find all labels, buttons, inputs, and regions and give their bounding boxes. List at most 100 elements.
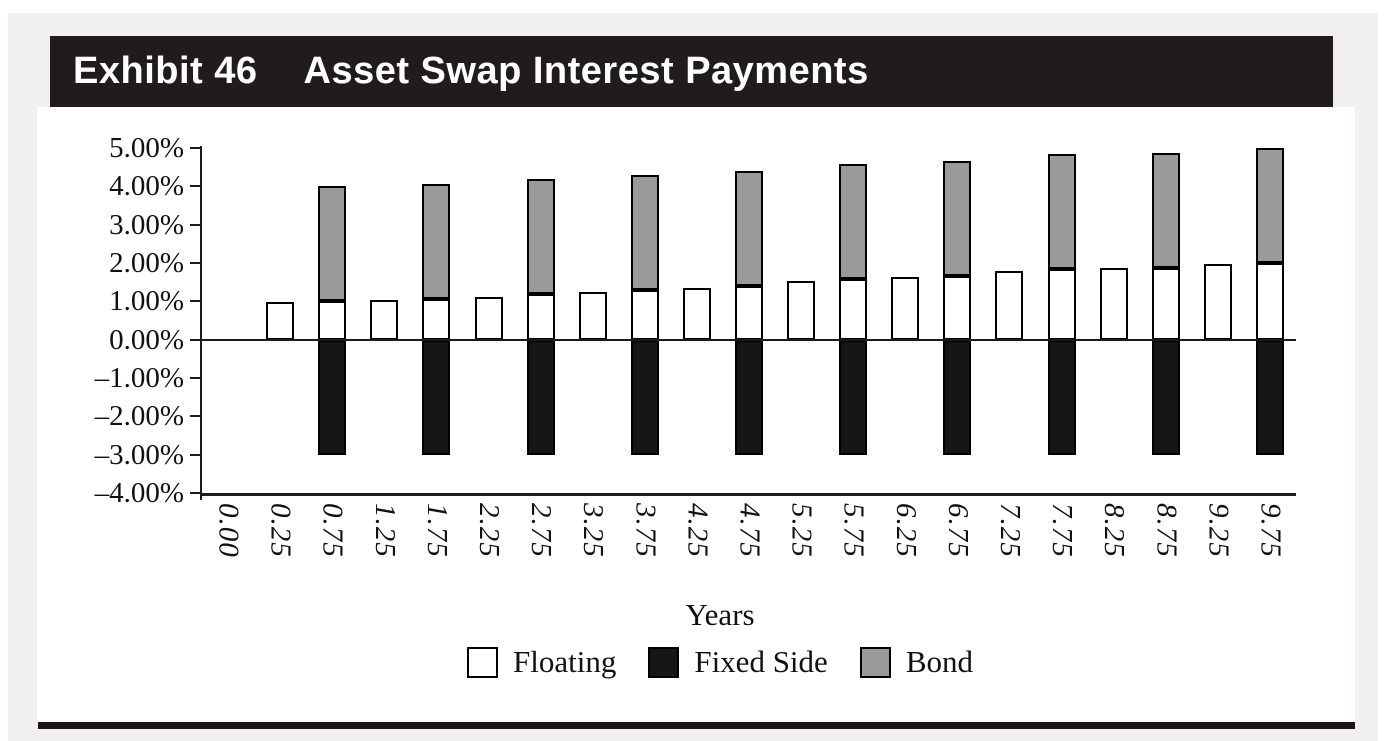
x-axis-tick-label: 5.75 xyxy=(827,503,879,593)
x-axis-tick-label: 7.75 xyxy=(1036,503,1088,593)
bar-bond xyxy=(735,171,763,287)
bar-floating xyxy=(943,276,972,340)
y-axis-tick-label: –2.00% xyxy=(94,400,184,433)
x-axis-tick-label: 4.75 xyxy=(723,503,775,593)
x-axis-tick-label: 8.75 xyxy=(1140,503,1192,593)
x-axis-tick-label-text: 2.25 xyxy=(473,503,506,558)
y-axis-tick-label: –1.00% xyxy=(94,362,184,394)
legend-item-fixed-side: Fixed Side xyxy=(648,644,828,680)
x-axis-tick-label-text: 4.25 xyxy=(681,503,714,558)
legend-label-floating: Floating xyxy=(512,644,617,679)
bar-floating xyxy=(630,290,659,340)
bar-bond xyxy=(943,161,972,277)
bar-fixed-side xyxy=(839,339,868,455)
x-axis-tick-label: 0.25 xyxy=(254,503,306,593)
x-axis-tick-label-text: 3.25 xyxy=(577,503,610,558)
x-axis-tick-label: 2.75 xyxy=(515,503,567,593)
y-axis-tick xyxy=(190,377,202,379)
bar-fixed-side xyxy=(318,339,347,455)
bar-bond xyxy=(1255,148,1284,263)
zero-line xyxy=(202,338,1296,341)
exhibit-title: Asset Swap Interest Payments xyxy=(303,50,869,92)
x-axis-tick-label-text: 8.25 xyxy=(1098,503,1131,558)
bar-floating xyxy=(526,294,555,340)
exhibit-card xyxy=(37,107,1355,722)
x-axis-tick-label: 9.75 xyxy=(1244,503,1296,593)
x-axis-tick-label-text: 5.75 xyxy=(837,503,870,558)
x-axis-tick-label: 6.25 xyxy=(879,503,931,593)
bar-floating xyxy=(891,276,920,340)
exhibit-title-bar: Exhibit 46 Asset Swap Interest Payments xyxy=(50,36,1333,107)
bar-floating xyxy=(1255,263,1284,340)
x-axis-tick-label: 3.75 xyxy=(619,503,671,593)
y-axis xyxy=(200,146,202,500)
x-axis-tick-label: 0.00 xyxy=(202,503,254,593)
plot-area: 5.00% 4.00% 3.00% 2.00% 1.00% 0.00% –1.00% –2.0… xyxy=(95,132,1296,558)
y-axis-tick xyxy=(190,262,202,264)
bar-bond xyxy=(630,175,659,291)
x-axis-tick-label-text: 6.75 xyxy=(941,503,974,558)
bar-floating xyxy=(474,297,503,340)
x-axis-tick-label: 5.25 xyxy=(775,503,827,593)
bar-bond xyxy=(1047,153,1076,269)
x-axis-tick-label-text: 1.75 xyxy=(420,503,453,558)
bar-bond xyxy=(318,186,347,302)
y-axis-tick-label: –4.00% xyxy=(94,477,184,509)
x-axis-tick-label-text: 7.75 xyxy=(1046,503,1079,558)
x-axis-tick-label-text: 5.25 xyxy=(785,503,818,558)
y-axis-tick-label: 5.00% xyxy=(109,132,184,164)
x-axis-tick-label: 3.25 xyxy=(567,503,619,593)
x-axis-tick-label-text: 9.75 xyxy=(1254,503,1287,558)
bar-fixed-side xyxy=(422,339,451,455)
bar-floating xyxy=(1047,268,1076,340)
x-axis-tick-label: 7.25 xyxy=(983,503,1035,593)
x-axis-tick-label-text: 0.00 xyxy=(212,503,245,558)
x-axis-tick-label-text: 1.25 xyxy=(368,503,401,558)
x-axis-tick-label: 6.75 xyxy=(931,503,983,593)
bar-fixed-side xyxy=(943,339,972,455)
x-axis-tick-label: 1.75 xyxy=(410,503,462,593)
x-axis-tick-label-text: 2.75 xyxy=(525,503,558,558)
bar-bond xyxy=(422,183,451,299)
bar-fixed-side xyxy=(630,339,659,455)
y-axis-tick xyxy=(190,300,202,303)
bar-bond xyxy=(839,164,868,280)
y-axis-tick xyxy=(190,415,202,418)
x-axis-tick-label-text: 7.25 xyxy=(993,503,1026,558)
y-axis-tick-label: 0.00% xyxy=(109,323,184,356)
legend: Floating Fixed Side Bond xyxy=(150,644,1290,680)
legend-item-bond: Bond xyxy=(859,644,973,680)
bar-floating xyxy=(839,279,868,340)
bar-floating xyxy=(682,287,711,340)
x-axis-tick-label-text: 9.25 xyxy=(1202,503,1235,558)
bar-floating xyxy=(578,291,607,340)
x-axis-tick-label: 8.25 xyxy=(1088,503,1140,593)
bar-fixed-side xyxy=(735,339,763,455)
bottom-rule xyxy=(38,722,1355,729)
x-axis-tick-label: 9.25 xyxy=(1192,503,1244,593)
y-axis-tick-label: 1.00% xyxy=(109,285,184,318)
x-axis-tick-label-text: 0.75 xyxy=(316,503,349,558)
bar-fixed-side xyxy=(1047,339,1076,455)
x-axis-tick-label-text: 6.25 xyxy=(889,503,922,558)
legend-label-fixed-side: Fixed Side xyxy=(694,644,828,679)
x-axis-tick-label: 4.25 xyxy=(671,503,723,593)
x-axis-tick-label-text: 8.75 xyxy=(1150,503,1183,558)
bar-fixed-side xyxy=(1255,339,1284,455)
bar-floating xyxy=(266,302,295,340)
legend-label-bond: Bond xyxy=(905,644,973,679)
x-axis-tick-label: 1.25 xyxy=(358,503,410,593)
bar-bond xyxy=(1151,152,1180,268)
y-axis-tick-label: –3.00% xyxy=(94,438,184,471)
bar-floating xyxy=(370,299,399,340)
bar-floating xyxy=(318,301,347,340)
x-axis-tick-label-text: 4.75 xyxy=(733,503,766,558)
bar-floating xyxy=(1151,267,1180,340)
x-axis-tick-label: 2.25 xyxy=(462,503,514,593)
y-axis-tick xyxy=(190,147,202,149)
bar-floating xyxy=(735,286,763,340)
exhibit-number: Exhibit 46 xyxy=(73,50,258,92)
x-axis-title: Years xyxy=(685,597,755,632)
bar-bond xyxy=(526,179,555,295)
